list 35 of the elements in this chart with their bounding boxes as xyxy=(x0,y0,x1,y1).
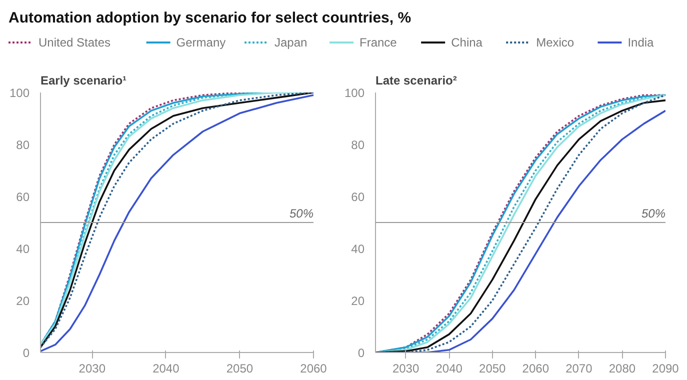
y-tick-label: 0 xyxy=(358,346,365,360)
x-tick-label: 2040 xyxy=(152,362,180,376)
legend-label: Japan xyxy=(274,36,308,50)
y-tick-label: 80 xyxy=(16,138,30,152)
legend-label: France xyxy=(360,36,398,50)
x-tick-label: 2070 xyxy=(566,362,593,376)
y-tick-label: 40 xyxy=(351,242,365,256)
legend-label: China xyxy=(451,36,483,50)
x-tick-label: 2030 xyxy=(392,362,420,376)
y-tick-label: 100 xyxy=(9,86,30,100)
y-tick-label: 40 xyxy=(16,242,30,256)
legend-label: Mexico xyxy=(536,36,574,50)
y-tick-label: 20 xyxy=(16,294,30,308)
y-tick-label: 20 xyxy=(351,294,365,308)
x-tick-label: 2050 xyxy=(479,362,506,376)
y-tick-label: 0 xyxy=(22,346,30,360)
x-tick-label: 2080 xyxy=(608,362,636,376)
x-tick-label: 2090 xyxy=(652,362,680,376)
legend-label: United States xyxy=(38,36,111,50)
ref-line-label: 50% xyxy=(641,206,666,220)
ref-line-label: 50% xyxy=(289,206,314,220)
y-tick-label: 60 xyxy=(351,190,365,204)
chart-subtitle: Late scenario² xyxy=(376,74,457,88)
chart-title: Automation adoption by scenario for select countries, % xyxy=(8,10,412,26)
y-tick-label: 80 xyxy=(351,138,365,152)
x-tick-label: 2040 xyxy=(436,362,463,376)
x-tick-label: 2030 xyxy=(78,362,106,376)
x-tick-label: 2050 xyxy=(226,362,254,376)
chart-subtitle: Early scenario¹ xyxy=(40,74,127,88)
legend-label: India xyxy=(628,36,654,50)
x-tick-label: 2060 xyxy=(300,362,328,376)
y-tick-label: 100 xyxy=(344,86,365,100)
y-tick-label: 60 xyxy=(16,190,30,204)
x-tick-label: 2060 xyxy=(522,362,550,376)
legend-label: Germany xyxy=(176,36,226,50)
